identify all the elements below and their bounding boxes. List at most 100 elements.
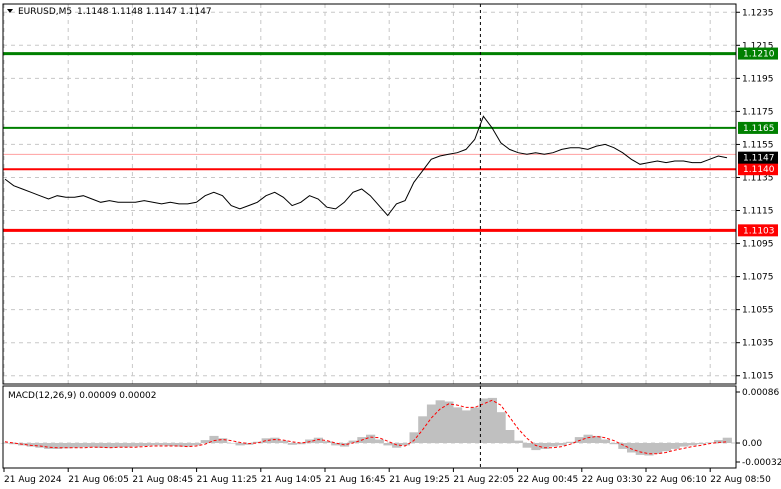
- time-tick-label: 22 Aug 08:50: [710, 475, 771, 485]
- macd-bar: [557, 443, 567, 446]
- macd-bar: [400, 443, 410, 446]
- time-tick-label: 22 Aug 06:10: [646, 475, 707, 485]
- macd-bar: [192, 443, 202, 446]
- macd-pane[interactable]: MACD(12,26,9) 0.00009 0.00002: [0, 385, 737, 469]
- macd-bar: [218, 438, 228, 443]
- price-tick-label: 1.1055: [742, 306, 774, 316]
- macd-bar: [583, 434, 593, 443]
- price-tick-label: 1.1075: [742, 273, 774, 283]
- macd-bar: [618, 443, 628, 449]
- price-level-tag: [738, 121, 778, 134]
- macd-bar: [52, 443, 62, 449]
- macd-bar: [714, 440, 724, 444]
- macd-bar: [209, 435, 219, 443]
- macd-bar: [653, 443, 663, 454]
- macd-bar: [392, 443, 402, 448]
- macd-signal-line: [4, 399, 728, 455]
- time-tick-label: 22 Aug 00:45: [518, 475, 579, 485]
- dropdown-triangle-icon[interactable]: [7, 9, 13, 13]
- macd-bar: [26, 443, 36, 447]
- macd-bar: [592, 435, 602, 443]
- macd-bar: [157, 443, 167, 446]
- macd-bar: [496, 412, 506, 443]
- time-tick-label: 21 Aug 22:05: [453, 475, 514, 485]
- price-tick-label: 1.1115: [742, 207, 774, 217]
- macd-bar: [139, 443, 149, 446]
- price-pane[interactable]: EURUSD,M5 1.1148 1.1148 1.1147 1.1147: [2, 3, 737, 385]
- price-tick-label: 1.1175: [742, 107, 774, 117]
- price-tick-label: 1.1215: [742, 41, 774, 51]
- macd-bar: [566, 441, 576, 443]
- macd-bar: [366, 434, 376, 443]
- macd-bar: [487, 397, 497, 443]
- macd-bar: [287, 443, 297, 445]
- symbol-label: EURUSD,M5: [18, 7, 72, 17]
- price-pane-border: [2, 3, 737, 385]
- macd-bar: [600, 439, 611, 444]
- time-tick-label: 21 Aug 06:05: [68, 475, 129, 485]
- price-level-label: 1.1210: [743, 50, 775, 60]
- macd-axis: 0.00086 0.00 -0.00032: [736, 388, 781, 468]
- time-axis: 21 Aug 2024 21 Aug 06:05 21 Aug 08:45 21 Au…: [3, 468, 771, 485]
- macd-bar: [61, 443, 71, 449]
- macd-bar: [261, 438, 271, 443]
- macd-bar: [183, 443, 193, 447]
- macd-bar: [696, 443, 706, 445]
- macd-bar: [131, 443, 141, 447]
- price-tick-label: 1.1015: [742, 372, 774, 382]
- macd-bar: [661, 443, 671, 452]
- macd-bar: [522, 443, 532, 448]
- macd-bar: [722, 437, 732, 443]
- price-tick-label: 1.1135: [742, 173, 774, 183]
- macd-bar: [409, 432, 419, 443]
- macd-bar: [44, 443, 54, 449]
- macd-histogram: [0, 397, 732, 456]
- macd-bar: [78, 443, 89, 448]
- macd-bar: [122, 443, 132, 448]
- macd-bar: [113, 443, 123, 448]
- price-grid: [3, 4, 736, 384]
- macd-bar: [687, 443, 698, 446]
- macd-bar: [453, 407, 463, 443]
- macd-bar: [374, 439, 384, 444]
- macd-bar: [0, 443, 10, 444]
- time-tick-label: 21 Aug 14:05: [261, 475, 322, 485]
- price-level-label: 1.1165: [743, 124, 775, 134]
- macd-bar: [505, 430, 515, 444]
- price-tick-label: 1.1155: [742, 140, 774, 150]
- macd-tick-label: -0.00032: [742, 458, 781, 468]
- price-tick-label: 1.1095: [742, 240, 774, 250]
- macd-bar: [235, 443, 245, 446]
- macd-pane-border: [2, 385, 737, 469]
- macd-bar: [313, 437, 323, 443]
- price-level-label: 1.1103: [743, 226, 775, 236]
- time-tick-label: 22 Aug 03:30: [582, 475, 643, 485]
- macd-bar: [296, 443, 306, 445]
- time-tick-label: 21 Aug 16:45: [325, 475, 386, 485]
- macd-bar: [348, 440, 358, 443]
- macd-bar: [444, 401, 454, 443]
- macd-bar: [705, 442, 715, 443]
- macd-bar: [531, 443, 541, 451]
- macd-bar: [548, 443, 558, 447]
- macd-bar: [279, 440, 289, 443]
- macd-bar: [96, 443, 106, 448]
- price-tick-label: 1.1035: [742, 339, 774, 349]
- macd-bar: [331, 443, 341, 446]
- macd-bar: [9, 443, 19, 445]
- macd-bar: [174, 443, 184, 447]
- macd-bar: [470, 407, 480, 443]
- macd-bar: [200, 440, 210, 444]
- price-axis: 1.12351.12151.11951.11751.11551.11351.11…: [736, 8, 778, 382]
- macd-bar: [148, 443, 158, 446]
- price-line-series: [4, 115, 728, 217]
- macd-title: MACD(12,26,9) 0.00009 0.00002: [8, 391, 157, 401]
- macd-bar: [540, 443, 550, 449]
- price-level-label: 1.1140: [743, 165, 775, 175]
- price-level-tag: [738, 47, 778, 60]
- price-tick-label: 1.1195: [742, 74, 774, 84]
- macd-bar: [426, 404, 437, 444]
- macd-bar: [635, 443, 645, 455]
